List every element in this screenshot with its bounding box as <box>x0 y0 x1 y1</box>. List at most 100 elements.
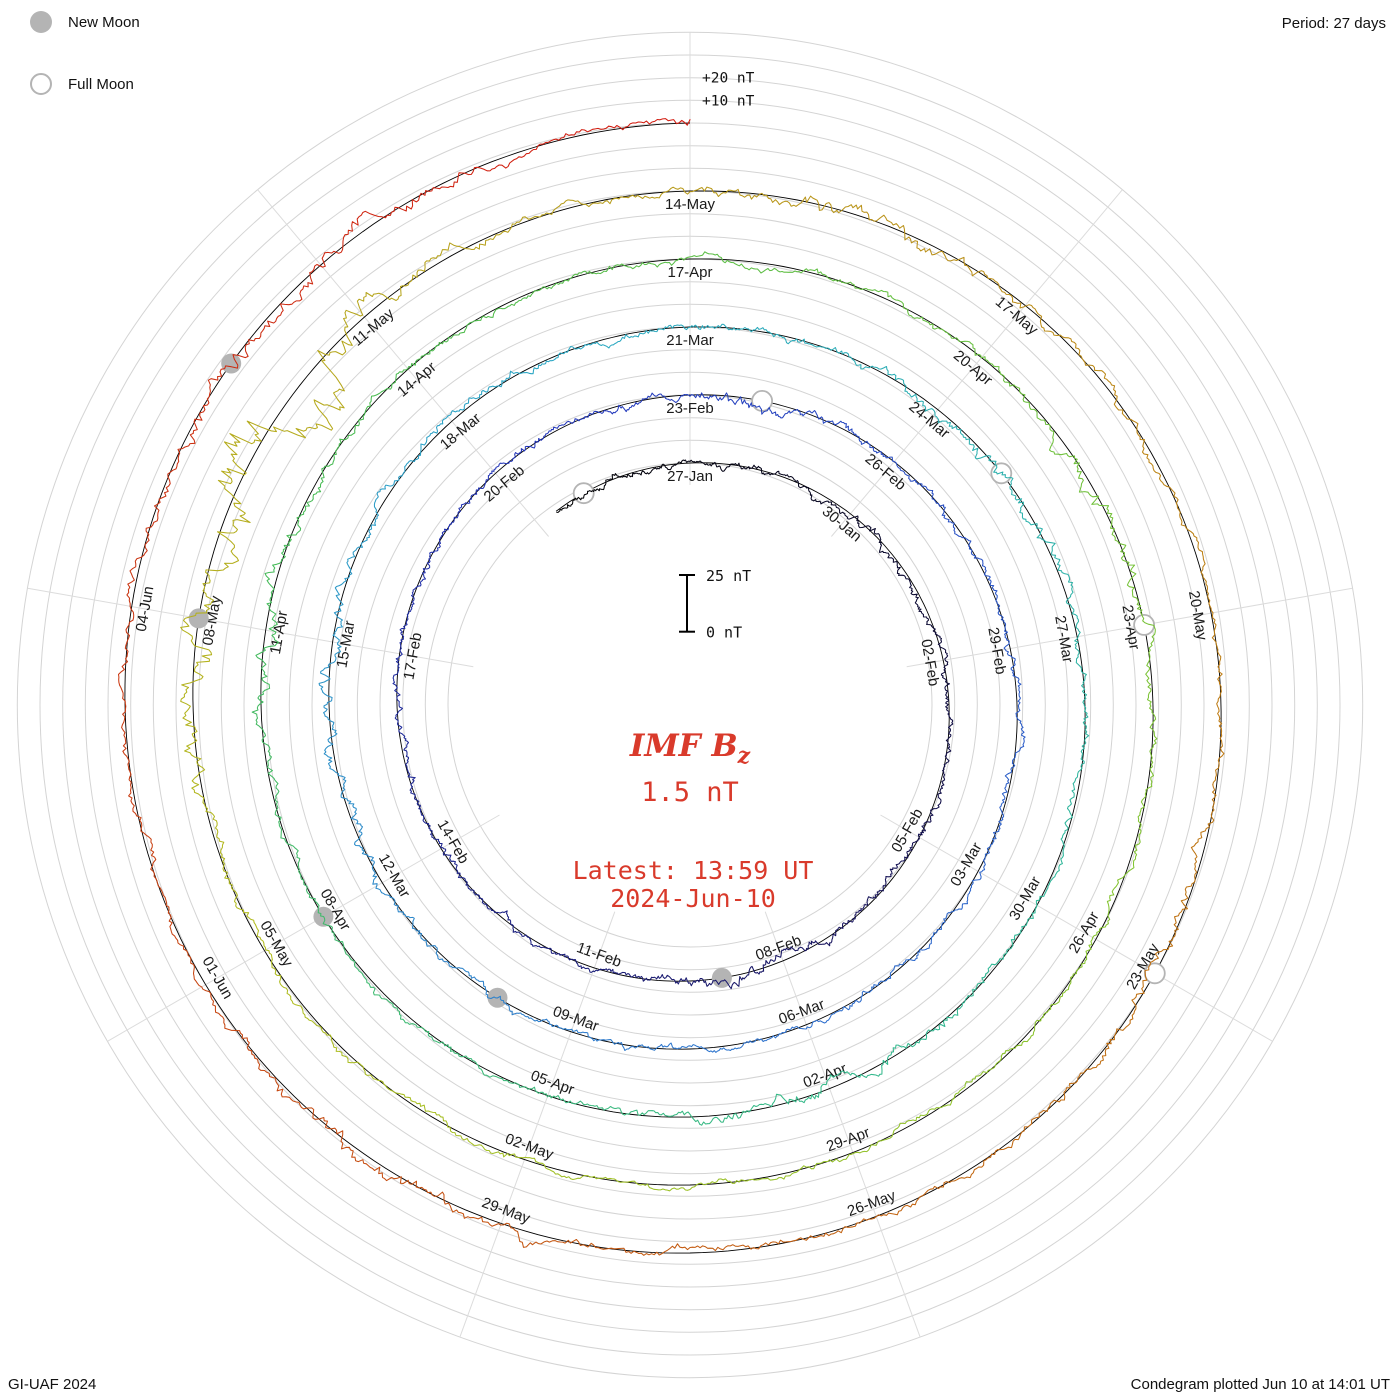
bz-trace-segment <box>340 1140 395 1182</box>
bz-trace-segment <box>880 958 916 982</box>
bz-trace-segment <box>1196 539 1211 602</box>
date-label: 20-Apr <box>950 347 995 389</box>
bz-trace-segment <box>556 496 582 513</box>
bz-trace-segment <box>364 372 399 413</box>
bz-trace-segment <box>184 745 206 804</box>
date-label: 03-Mar <box>947 840 985 890</box>
bz-trace-segment <box>575 1238 640 1254</box>
bz-trace-segment <box>221 856 245 911</box>
bz-trace-segment <box>746 1093 795 1113</box>
bz-trace-segment <box>627 257 681 270</box>
bz-trace-segment <box>814 924 844 947</box>
bz-trace-segment <box>863 1119 912 1153</box>
bz-trace-segment <box>395 625 406 662</box>
bz-trace-segment <box>1092 1018 1134 1069</box>
bz-trace-segment <box>1149 720 1158 777</box>
bz-trace-segment <box>1014 895 1041 936</box>
bz-trace-segment <box>274 787 283 839</box>
bz-trace-segment <box>881 1038 922 1067</box>
bz-trace-segment <box>997 1109 1048 1151</box>
bz-trace-segment <box>931 625 948 655</box>
bz-trace-segment <box>1040 975 1074 1022</box>
bz-trace-segment <box>924 408 964 436</box>
bz-trace-segment <box>470 976 505 1004</box>
bz-trace-segment <box>398 728 410 763</box>
bz-trace-segment <box>637 324 682 338</box>
bz-trace-segment <box>338 1050 387 1087</box>
bz-trace-segment <box>545 418 580 435</box>
bz-trace-segment <box>510 1082 559 1099</box>
bz-trace-segment <box>413 793 430 826</box>
bz-trace-segment <box>1014 715 1026 756</box>
bz-trace-segment <box>795 480 818 503</box>
bz-trace-segment <box>512 1227 577 1248</box>
bz-trace-segment <box>1044 541 1071 583</box>
bz-trace-segment <box>280 837 305 883</box>
bz-trace-segment <box>1004 754 1017 793</box>
bz-trace-segment <box>753 404 790 419</box>
bz-trace-segment <box>998 791 1008 831</box>
bz-trace-segment <box>332 608 343 653</box>
full-moon-marker <box>1143 962 1166 985</box>
date-label: 12-Mar <box>375 851 413 901</box>
bz-trace-segment <box>1013 384 1050 426</box>
bz-trace-segment <box>767 470 797 483</box>
grid-rings <box>16 31 1364 1379</box>
bz-trace-segment <box>317 312 353 392</box>
bz-trace-segment <box>857 435 889 459</box>
bz-trace-segment <box>397 341 440 374</box>
date-label: 21-Mar <box>666 332 714 349</box>
full-moon-marker <box>990 462 1013 485</box>
new-moon-marker <box>221 353 242 374</box>
plus20-label: +20 nT <box>702 71 755 87</box>
bz-trace-segment <box>242 909 273 960</box>
bz-trace-segment <box>266 590 280 643</box>
bz-trace <box>117 118 1225 1256</box>
bz-trace-segment <box>364 853 383 894</box>
moon-legend: New Moon Full Moon <box>30 10 140 96</box>
bz-trace-segment <box>143 492 167 556</box>
bz-trace-segment <box>638 1243 704 1256</box>
bz-trace-segment <box>849 980 882 1007</box>
date-label: 17-Feb <box>401 631 426 681</box>
latest-date-label: 2024-Jun-10 <box>610 884 776 913</box>
date-label: 29-Apr <box>824 1124 872 1155</box>
bz-trace-segment <box>557 1095 605 1111</box>
bz-trace-segment <box>756 1165 812 1181</box>
new-moon-icon <box>30 11 52 33</box>
bz-trace-segment <box>427 1031 470 1060</box>
date-label: 05-Apr <box>528 1067 576 1098</box>
latest-time-label: Latest: 13:59 UT <box>573 856 814 885</box>
imf-title-subscript: z <box>737 743 751 769</box>
bz-trace-segment <box>264 542 290 592</box>
bz-trace-segment <box>1066 764 1083 810</box>
bz-trace-segment <box>724 325 770 333</box>
bz-trace-segment <box>945 713 954 746</box>
bz-trace-segment <box>464 880 488 907</box>
bz-trace-segment <box>164 432 196 494</box>
bz-trace-segment <box>781 268 834 282</box>
bz-trace-segment <box>594 334 639 349</box>
bz-trace-segment <box>1072 928 1101 977</box>
bz-trace-segment <box>441 397 479 425</box>
bz-trace-segment <box>512 925 540 948</box>
bz-trace-segment <box>937 774 946 806</box>
bz-trace-segment <box>384 458 418 490</box>
date-label: 30-Jan <box>819 503 865 546</box>
bz-trace-segment <box>884 551 904 576</box>
bz-trace-segment <box>982 829 1000 867</box>
bz-trace-segment <box>447 230 506 251</box>
bz-trace-segment <box>270 958 303 1009</box>
date-label: 02-May <box>503 1130 556 1163</box>
bz-trace-segment <box>986 934 1016 974</box>
bz-trace-segment <box>920 1008 959 1041</box>
bz-trace-segment <box>865 880 887 906</box>
bz-trace-segment <box>915 481 945 508</box>
bz-trace-segment <box>657 1042 699 1050</box>
bz-trace-segment <box>737 188 797 207</box>
bz-trace-segment <box>894 375 927 412</box>
bz-trace-segment <box>651 1110 701 1125</box>
bz-trace-segment <box>909 238 966 266</box>
full-moon-marker <box>1133 614 1155 636</box>
